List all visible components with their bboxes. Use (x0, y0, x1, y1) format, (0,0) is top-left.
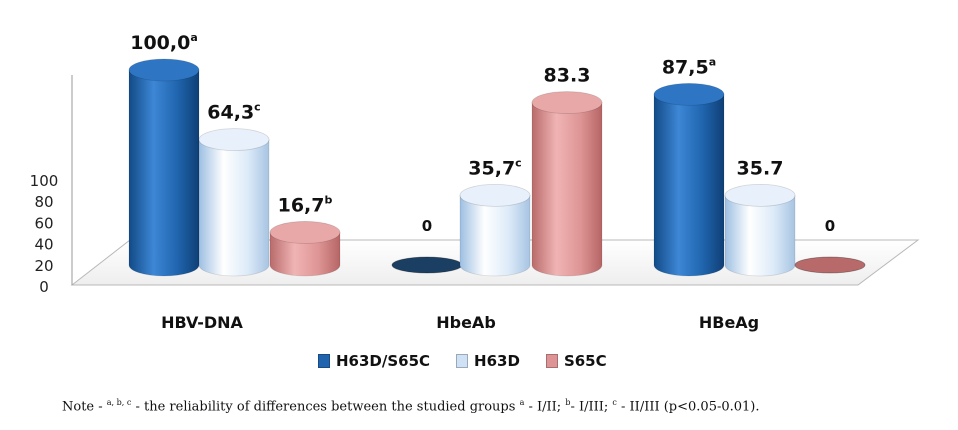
legend-label: S65C (563, 352, 607, 370)
legend-swatch (545, 354, 558, 368)
note-middle: - the reliability of differences between… (131, 399, 520, 415)
bar-s65c-hbeab (531, 91, 603, 277)
bar-h63d-s65c-hbeab (391, 256, 463, 274)
note-sup-b: b (565, 398, 571, 407)
legend-label: H63D/S65C (336, 352, 431, 370)
note-part-b: - I/III; (570, 399, 613, 415)
legend-label: H63D (474, 352, 520, 370)
category-label: HBeAg (699, 313, 759, 332)
figure-note: Note - a, b, c - the reliability of diff… (62, 398, 760, 414)
data-label: 35.7 (737, 157, 784, 179)
category-label: HbeAb (436, 313, 496, 332)
bar-h63d-s65c-hbeag (653, 82, 725, 277)
data-label: 87,5a (662, 55, 716, 78)
category-label: HBV-DNA (161, 313, 243, 332)
legend: H63D/S65C H63D S65C (318, 352, 633, 370)
y-tick-label: 0 (39, 278, 49, 296)
bar-chart: 0 20 40 60 80 100 100,0a 0 87,5a 64,3c 35,7c 35.7 1… (30, 31, 920, 332)
y-tick-label: 40 (34, 236, 53, 254)
legend-item-h63d-s65c: H63D/S65C (318, 352, 430, 370)
data-label: 0 (825, 217, 835, 235)
bar-h63d-hbeab (459, 183, 531, 277)
y-tick-label: 100 (30, 172, 59, 190)
data-label: 83.3 (544, 65, 591, 87)
note-sup-c: c (612, 398, 617, 407)
legend-swatch (456, 354, 469, 368)
y-tick-label: 80 (34, 193, 53, 211)
note-prefix: Note - (62, 399, 107, 415)
data-label: 100,0a (130, 31, 198, 54)
data-label: 64,3c (207, 101, 260, 124)
bar-h63d-hbeag (724, 183, 796, 277)
note-part-a: - I/II; (524, 399, 566, 415)
y-tick-label: 60 (34, 214, 53, 232)
bar-h63d-s65c-hbv-dna (128, 58, 200, 277)
legend-item-h63d: H63D (456, 352, 520, 370)
data-label: 16,7b (278, 193, 333, 216)
legend-swatch (318, 354, 330, 368)
data-label: 35,7c (468, 156, 521, 179)
note-sup-a: a (519, 398, 525, 407)
bar-s65c-hbeag (794, 256, 866, 274)
bar-s65c-hbv-dna (269, 221, 341, 277)
note-part-c: - II/III (p<0.05-0.01). (616, 399, 760, 415)
legend-item-s65c: S65C (545, 352, 607, 370)
data-label: 0 (422, 217, 432, 235)
note-sup-marks: a, b, c (106, 398, 132, 407)
bar-h63d-hbv-dna (198, 128, 270, 277)
y-tick-label: 20 (34, 257, 53, 275)
